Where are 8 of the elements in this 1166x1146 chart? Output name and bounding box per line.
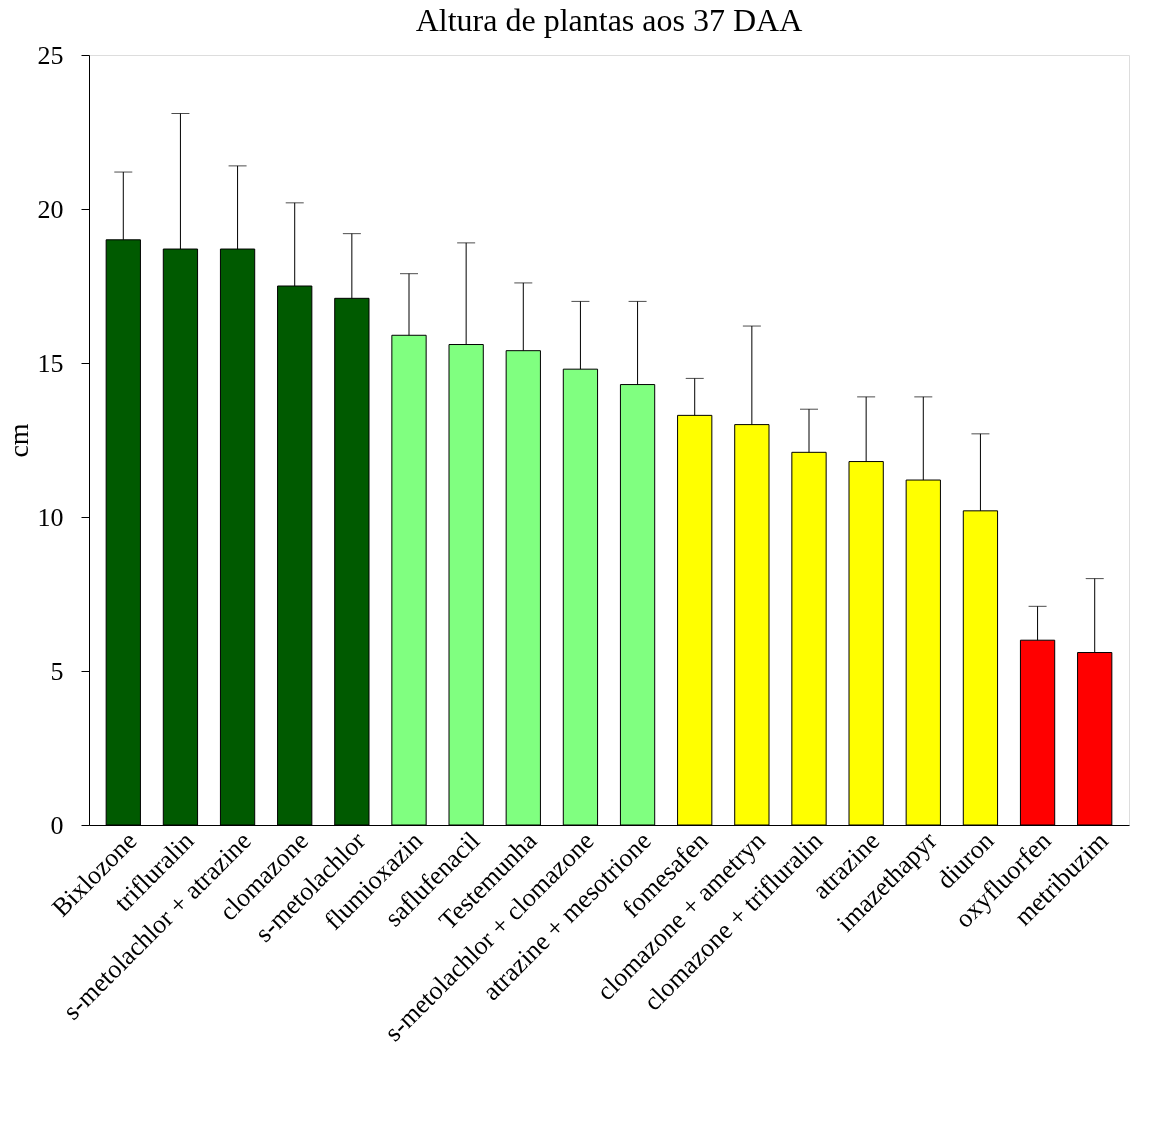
y-tick-label: 20 xyxy=(37,194,64,224)
y-tick-label: 0 xyxy=(50,810,64,840)
y-tick-label: 5 xyxy=(50,656,64,686)
y-tick-label: 10 xyxy=(37,502,64,532)
y-axis-title: cm xyxy=(2,423,34,458)
y-tick-label: 15 xyxy=(37,348,64,378)
y-tick-label: 25 xyxy=(37,40,64,70)
chart-title: Altura de plantas aos 37 DAA xyxy=(415,2,803,38)
